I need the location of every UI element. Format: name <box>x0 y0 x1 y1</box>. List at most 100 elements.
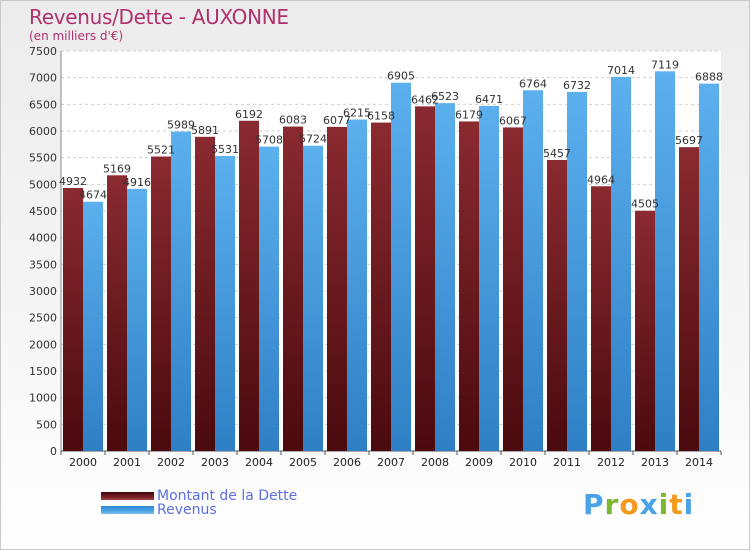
bar-revenus <box>83 201 103 451</box>
data-label-dette: 5169 <box>103 162 131 175</box>
x-tick-label: 2005 <box>289 456 317 469</box>
y-tick-label: 6500 <box>29 98 57 111</box>
data-label-dette: 6077 <box>323 114 351 127</box>
y-tick-label: 500 <box>36 418 57 431</box>
data-label-revenus: 6888 <box>695 71 723 84</box>
bar-dette <box>371 122 391 451</box>
legend-label-revenus: Revenus <box>157 502 217 518</box>
y-tick-label: 2000 <box>29 338 57 351</box>
data-label-dette: 6462 <box>411 93 439 106</box>
data-label-revenus: 6905 <box>387 70 415 83</box>
bar-dette <box>547 159 567 451</box>
x-tick-label: 2014 <box>685 456 713 469</box>
x-tick-label: 2013 <box>641 456 669 469</box>
data-label-dette: 5697 <box>675 134 703 147</box>
data-label-revenus: 7014 <box>607 64 635 77</box>
data-label-revenus: 5989 <box>167 119 195 132</box>
bar-revenus <box>435 103 455 452</box>
bar-dette <box>151 156 171 451</box>
y-tick-label: 6000 <box>29 125 57 138</box>
y-tick-label: 2500 <box>29 312 57 325</box>
data-label-revenus: 6764 <box>519 77 547 90</box>
data-label-dette: 5891 <box>191 124 219 137</box>
bar-revenus <box>259 146 279 451</box>
x-tick-label: 2003 <box>201 456 229 469</box>
bar-revenus <box>699 83 719 451</box>
x-tick-label: 2007 <box>377 456 405 469</box>
bar-dette <box>195 136 215 451</box>
bar-dette <box>679 147 699 451</box>
x-tick-label: 2010 <box>509 456 537 469</box>
bar-dette <box>239 120 259 451</box>
bar-dette <box>327 126 347 451</box>
chart-subtitle: (en milliers d'€) <box>29 29 124 43</box>
bar-dette <box>107 175 127 451</box>
x-tick-label: 2004 <box>245 456 273 469</box>
y-tick-label: 5500 <box>29 152 57 165</box>
x-tick-label: 2008 <box>421 456 449 469</box>
x-tick-label: 2009 <box>465 456 493 469</box>
bar-revenus <box>127 188 147 451</box>
data-label-revenus: 5724 <box>299 133 327 146</box>
x-tick-label: 2011 <box>553 456 581 469</box>
y-tick-label: 3500 <box>29 258 57 271</box>
bar-revenus <box>171 131 191 451</box>
data-label-revenus: 5708 <box>255 134 283 147</box>
bar-revenus <box>655 71 675 451</box>
data-label-revenus: 6471 <box>475 93 503 106</box>
data-label-dette: 6158 <box>367 110 395 123</box>
bar-revenus <box>523 90 543 452</box>
data-label-revenus: 4916 <box>123 176 151 189</box>
data-label-dette: 6192 <box>235 108 263 121</box>
legend-item-dette: Montant de la Dette <box>101 488 297 504</box>
x-tick-label: 2000 <box>69 456 97 469</box>
x-tick-label: 2002 <box>157 456 185 469</box>
bar-dette <box>459 121 479 451</box>
data-label-revenus: 6215 <box>343 107 371 120</box>
data-label-revenus: 5531 <box>211 143 239 156</box>
data-label-dette: 5521 <box>147 144 175 157</box>
y-tick-label: 7000 <box>29 72 57 85</box>
bar-revenus <box>611 76 631 452</box>
legend-swatch-dette <box>101 492 154 500</box>
y-tick-label: 1500 <box>29 365 57 378</box>
y-tick-label: 3000 <box>29 285 57 298</box>
proxiti-logo: Proxiti <box>583 488 695 521</box>
x-tick-label: 2006 <box>333 456 361 469</box>
data-label-revenus: 6523 <box>431 90 459 103</box>
legend-label-dette: Montant de la Dette <box>157 488 298 504</box>
data-label-dette: 6179 <box>455 108 483 121</box>
bar-revenus <box>567 91 587 452</box>
y-tick-label: 4000 <box>29 232 57 245</box>
bar-dette <box>591 186 611 451</box>
y-tick-label: 7500 <box>29 45 57 58</box>
bar-dette <box>283 126 303 451</box>
data-label-revenus: 6732 <box>563 79 591 92</box>
y-tick-label: 5000 <box>29 178 57 191</box>
bar-dette <box>415 106 435 452</box>
y-tick-label: 0 <box>50 445 57 458</box>
chart-title: Revenus/Dette - AUXONNE <box>29 5 289 29</box>
data-label-revenus: 4674 <box>79 189 107 202</box>
bar-revenus <box>303 145 323 451</box>
data-label-dette: 6067 <box>499 114 527 127</box>
bar-revenus <box>347 119 367 452</box>
bar-dette <box>635 210 655 451</box>
legend-swatch-revenus <box>101 506 154 514</box>
y-tick-label: 4500 <box>29 205 57 218</box>
data-label-revenus: 7119 <box>651 58 679 71</box>
bar-dette <box>503 127 523 451</box>
data-label-dette: 5457 <box>543 147 571 160</box>
bar-dette <box>63 187 83 451</box>
bar-revenus <box>391 82 411 451</box>
data-label-dette: 4505 <box>631 198 659 211</box>
data-label-dette: 4964 <box>587 173 615 186</box>
data-label-dette: 4932 <box>59 175 87 188</box>
data-label-dette: 6083 <box>279 114 307 127</box>
x-tick-label: 2012 <box>597 456 625 469</box>
legend-item-revenus: Revenus <box>101 502 217 518</box>
bar-revenus <box>215 156 235 451</box>
x-tick-label: 2001 <box>113 456 141 469</box>
